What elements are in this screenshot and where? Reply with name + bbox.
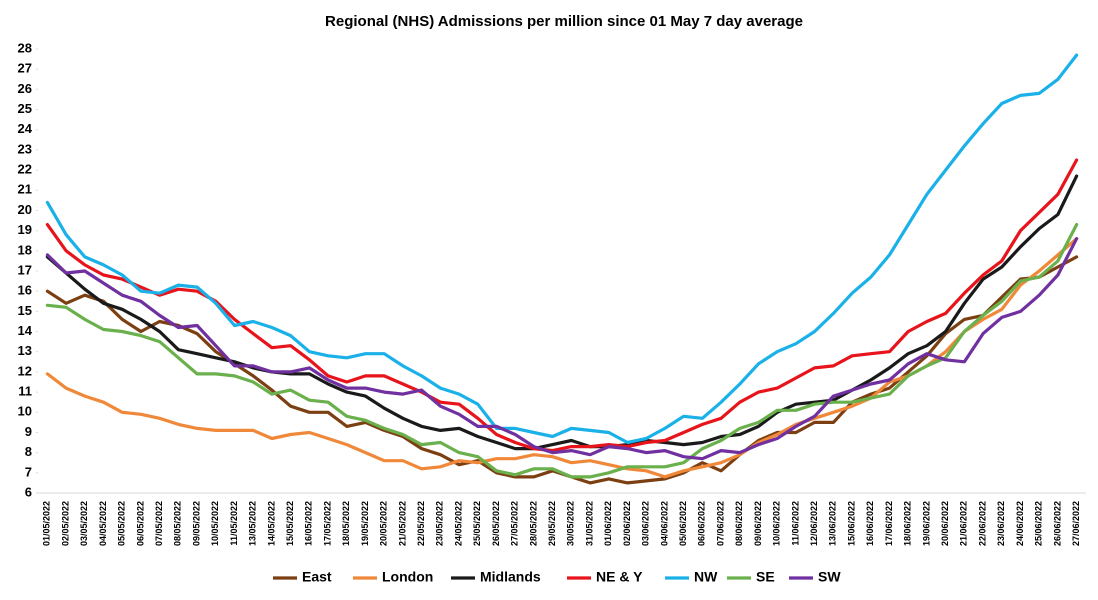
- x-tick-label: 16/05/2022: [304, 501, 314, 546]
- legend-label: NW: [694, 569, 718, 585]
- x-tick-label: 26/05/2022: [491, 501, 501, 546]
- x-tick-label: 09/06/2022: [753, 501, 763, 546]
- x-tick-label: 23/05/2022: [435, 501, 445, 546]
- x-tick-label: 11/06/2022: [790, 501, 800, 546]
- legend-label: East: [302, 569, 332, 585]
- x-tick-label: 19/06/2022: [921, 501, 931, 546]
- x-tick-label: 23/06/2022: [996, 501, 1006, 546]
- x-tick-label: 11/05/2022: [229, 501, 239, 546]
- x-tick-label: 15/05/2022: [285, 501, 295, 546]
- legend-label: SE: [756, 569, 775, 585]
- y-tick-label: 7: [25, 464, 32, 479]
- x-tick-label: 19/05/2022: [360, 501, 370, 546]
- x-tick-label: 01/06/2022: [603, 501, 613, 546]
- y-tick-label: 9: [25, 424, 32, 439]
- series-line: [45, 237, 1079, 461]
- y-tick-label: 16: [18, 283, 32, 298]
- y-tick-label: 12: [18, 363, 32, 378]
- x-tick-label: 26/06/2022: [1052, 501, 1062, 546]
- x-tick-label: 20/05/2022: [379, 501, 389, 546]
- x-tick-label: 22/05/2022: [416, 501, 426, 546]
- x-tick-label: 27/06/2022: [1071, 501, 1081, 546]
- legend-label: London: [382, 569, 433, 585]
- x-tick-label: 25/05/2022: [472, 501, 482, 546]
- legend-label: SW: [818, 569, 841, 585]
- y-tick-label: 24: [18, 121, 33, 136]
- x-tick-label: 04/05/2022: [98, 501, 108, 546]
- x-tick-label: 04/06/2022: [659, 501, 669, 546]
- y-tick-label: 8: [25, 444, 32, 459]
- series-line: [45, 223, 1079, 479]
- y-tick-label: 6: [25, 484, 32, 499]
- x-tick-label: 01/05/2022: [42, 501, 52, 546]
- x-tick-label: 18/05/2022: [341, 501, 351, 546]
- x-tick-label: 31/05/2022: [584, 501, 594, 546]
- x-tick-label: 21/06/2022: [959, 501, 969, 546]
- y-tick-label: 20: [18, 202, 32, 217]
- series-line: [45, 53, 1079, 445]
- series-line: [45, 158, 1079, 453]
- x-tick-label: 22/06/2022: [977, 501, 987, 546]
- x-tick-label: 12/06/2022: [809, 501, 819, 546]
- y-tick-label: 19: [18, 222, 32, 237]
- x-tick-label: 18/06/2022: [903, 501, 913, 546]
- x-tick-label: 24/06/2022: [1015, 501, 1025, 546]
- y-tick-label: 14: [18, 323, 33, 338]
- x-tick-label: 08/05/2022: [173, 501, 183, 546]
- y-tick-label: 28: [18, 40, 32, 55]
- x-tick-label: 10/05/2022: [210, 501, 220, 546]
- x-tick-label: 20/06/2022: [940, 501, 950, 546]
- x-tick-label: 02/06/2022: [622, 501, 632, 546]
- x-tick-label: 13/05/2022: [248, 501, 258, 546]
- series-line: [45, 174, 1079, 451]
- x-tick-label: 13/06/2022: [828, 501, 838, 546]
- x-tick-label: 21/05/2022: [397, 501, 407, 546]
- x-tick-label: 06/06/2022: [697, 501, 707, 546]
- y-tick-label: 17: [18, 262, 32, 277]
- y-tick-label: 21: [18, 182, 32, 197]
- y-tick-label: 26: [18, 81, 32, 96]
- y-tick-label: 13: [18, 343, 32, 358]
- x-tick-label: 09/05/2022: [191, 501, 201, 546]
- x-tick-label: 15/06/2022: [846, 501, 856, 546]
- x-tick-label: 29/05/2022: [547, 501, 557, 546]
- legend-label: Midlands: [480, 569, 541, 585]
- y-tick-label: 25: [18, 101, 32, 116]
- x-tick-label: 03/05/2022: [79, 501, 89, 546]
- x-tick-label: 02/05/2022: [60, 501, 70, 546]
- y-tick-label: 18: [18, 242, 32, 257]
- x-tick-label: 24/05/2022: [453, 501, 463, 546]
- x-tick-label: 07/05/2022: [154, 501, 164, 546]
- x-tick-label: 17/05/2022: [322, 501, 332, 546]
- x-tick-label: 28/05/2022: [528, 501, 538, 546]
- x-tick-label: 07/06/2022: [715, 501, 725, 546]
- x-tick-label: 05/06/2022: [678, 501, 688, 546]
- legend-label: NE & Y: [596, 569, 643, 585]
- chart-title: Regional (NHS) Admissions per million si…: [325, 13, 803, 30]
- x-tick-label: 14/05/2022: [266, 501, 276, 546]
- x-tick-label: 08/06/2022: [734, 501, 744, 546]
- y-tick-label: 23: [18, 141, 32, 156]
- y-tick-label: 15: [18, 303, 32, 318]
- x-tick-label: 17/06/2022: [884, 501, 894, 546]
- x-tick-label: 03/06/2022: [641, 501, 651, 546]
- y-tick-label: 27: [18, 61, 32, 76]
- x-tick-label: 05/05/2022: [117, 501, 127, 546]
- y-tick-label: 11: [18, 384, 32, 399]
- x-tick-label: 16/06/2022: [865, 501, 875, 546]
- x-tick-label: 10/06/2022: [772, 501, 782, 546]
- x-tick-label: 06/05/2022: [135, 501, 145, 546]
- y-tick-label: 22: [18, 162, 32, 177]
- x-tick-label: 25/06/2022: [1034, 501, 1044, 546]
- y-tick-label: 10: [18, 404, 32, 419]
- x-tick-label: 30/05/2022: [566, 501, 576, 546]
- x-tick-label: 27/05/2022: [510, 501, 520, 546]
